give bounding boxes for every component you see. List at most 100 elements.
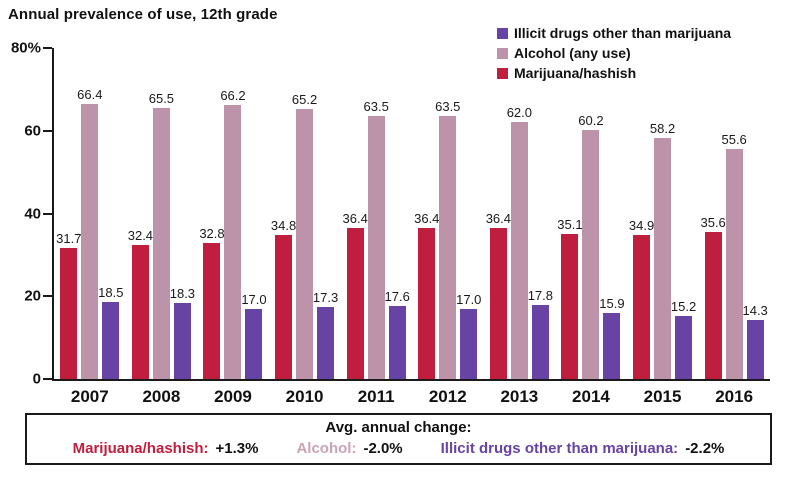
bar-illicit-drugs-other-than-marijuana: 14.3 <box>742 303 768 379</box>
bar-marijuana-hashish: 36.4 <box>343 211 368 379</box>
bar-illicit-drugs-other-than-marijuana: 18.5 <box>98 285 123 379</box>
bar-value-label: 32.4 <box>127 227 154 243</box>
y-tick-label: 40 <box>24 205 41 222</box>
bar-alcohol-any-use: 58.2 <box>650 121 675 379</box>
avg-change-illicit-drugs-other-than-marijuana: Illicit drugs other than marijuana: -2.2% <box>441 440 725 457</box>
bar-value-label: 17.6 <box>384 289 410 305</box>
bar-group-2010: 34.8 65.2 17.3 2010 <box>271 48 338 406</box>
x-axis-label: 2016 <box>715 387 754 406</box>
legend-label: Alcohol (any use) <box>514 45 631 61</box>
avg-change-marijuana-hashish: Marijuana/hashish: +1.3% <box>73 440 259 457</box>
bar-value-label: 60.2 <box>578 112 604 128</box>
y-tick-mark <box>43 378 52 380</box>
legend-item-marijuana-hashish: Marijuana/hashish <box>497 64 731 82</box>
legend-swatch-marijuana-hashish <box>497 67 508 79</box>
bar-group-2013: 36.4 62.0 17.8 2013 <box>486 48 553 406</box>
y-tick-mark <box>43 129 52 132</box>
chart-title: Annual prevalence of use, 12th grade <box>8 6 278 23</box>
bar-value-label: 18.5 <box>98 285 124 301</box>
bar-value-label: 36.4 <box>485 211 512 227</box>
bar-illicit-drugs-other-than-marijuana: 17.0 <box>456 292 481 379</box>
x-axis-label: 2014 <box>572 387 610 406</box>
plot-area: 31.7 66.4 18.5 2007 32.4 65.5 18.3 2008 32.8 66.2… <box>11 40 770 406</box>
y-tick-mark <box>43 47 52 49</box>
avg-annual-change-box: Avg. annual change: Marijuana/hashish: +1… <box>25 413 772 465</box>
bar-value-label: 58.2 <box>649 121 676 137</box>
bar-value-label: 15.2 <box>670 299 697 315</box>
bar-alcohol-any-use: 60.2 <box>578 113 604 379</box>
y-tick-mark <box>43 212 52 215</box>
bar-marijuana-hashish: 36.4 <box>414 211 439 379</box>
bar-value-label: 32.8 <box>199 226 225 242</box>
bar-group-2015: 34.9 58.2 15.2 2015 <box>629 48 696 406</box>
y-tick-mark <box>43 295 52 298</box>
bar-illicit-drugs-other-than-marijuana: 15.9 <box>599 296 625 379</box>
bar-group-2009: 32.8 66.2 17.0 2009 <box>199 48 267 406</box>
legend-swatch-illicit-drugs-other-than-marijuana <box>497 27 508 39</box>
bar-illicit-drugs-other-than-marijuana: 15.2 <box>671 299 696 379</box>
bar-alcohol-any-use: 62.0 <box>507 105 532 379</box>
bar-value-label: 63.5 <box>435 99 461 115</box>
bar-value-label: 17.8 <box>527 288 554 304</box>
bar-illicit-drugs-other-than-marijuana: 17.0 <box>241 292 267 379</box>
bar-illicit-drugs-other-than-marijuana: 17.3 <box>313 290 338 379</box>
avg-change-value: -2.0% <box>363 440 403 457</box>
bar-illicit-drugs-other-than-marijuana: 18.3 <box>170 286 195 379</box>
bar-marijuana-hashish: 35.6 <box>700 215 726 379</box>
bar-group-2014: 35.1 60.2 15.9 2014 <box>557 48 625 406</box>
legend-item-illicit-drugs-other-than-marijuana: Illicit drugs other than marijuana <box>497 24 731 42</box>
avg-change-label: Marijuana/hashish: <box>72 440 209 457</box>
bar-group-2016: 35.6 55.6 14.3 2016 <box>700 48 768 406</box>
bar-group-2007: 31.7 66.4 18.5 2007 <box>56 48 123 406</box>
bar-value-label: 15.9 <box>599 296 625 312</box>
bar-value-label: 65.5 <box>148 91 175 106</box>
bar-groups: 31.7 66.4 18.5 2007 32.4 65.5 18.3 2008 32.8 66.2… <box>54 48 770 406</box>
avg-change-label: Illicit drugs other than marijuana: <box>440 440 679 457</box>
avg-change-value: +1.3% <box>215 440 259 457</box>
legend-item-alcohol-any-use: Alcohol (any use) <box>497 44 731 62</box>
footer-stats-row: Marijuana/hashish: +1.3% Alcohol: -2.0% Illi… <box>27 440 770 457</box>
footer-title: Avg. annual change: <box>325 419 472 436</box>
bar-marijuana-hashish: 34.9 <box>629 218 654 379</box>
bar-group-2008: 32.4 65.5 18.3 2008 <box>128 48 195 406</box>
x-axis-label: 2007 <box>70 387 109 406</box>
bar-value-label: 18.3 <box>169 286 196 302</box>
bar-illicit-drugs-other-than-marijuana: 17.8 <box>528 288 553 379</box>
y-tick-label: 80% <box>10 39 41 57</box>
bar-value-label: 66.4 <box>77 87 103 103</box>
legend: Illicit drugs other than marijuana Alcoho… <box>497 24 731 82</box>
x-axis-label: 2011 <box>357 387 395 406</box>
bar-value-label: 62.0 <box>506 105 533 121</box>
avg-change-alcohol: Alcohol: -2.0% <box>296 440 402 457</box>
bar-value-label: 31.7 <box>56 230 82 246</box>
bar-value-label: 63.5 <box>363 99 389 115</box>
bar-marijuana-hashish: 34.8 <box>271 218 296 379</box>
bar-value-label: 17.0 <box>241 291 267 307</box>
x-axis-label: 2010 <box>285 387 324 406</box>
bar-alcohol-any-use: 55.6 <box>721 132 747 379</box>
avg-change-label: Alcohol: <box>296 440 357 457</box>
bar-value-label: 17.0 <box>456 291 482 307</box>
bar-marijuana-hashish: 36.4 <box>486 211 511 379</box>
bar-value-label: 35.1 <box>557 216 583 232</box>
x-axis-label: 2013 <box>500 387 539 406</box>
y-tick-label: 0 <box>32 370 41 388</box>
bar-value-label: 17.3 <box>312 290 339 306</box>
x-axis-label: 2008 <box>142 387 181 406</box>
bar-marijuana-hashish: 32.4 <box>128 228 153 379</box>
bar-marijuana-hashish: 35.1 <box>557 217 583 379</box>
bar-value-label: 36.4 <box>414 211 440 227</box>
bar-value-label: 34.9 <box>628 217 655 233</box>
legend-label: Illicit drugs other than marijuana <box>514 25 732 41</box>
legend-label: Marijuana/hashish <box>514 65 637 81</box>
x-axis-label: 2015 <box>643 387 682 406</box>
bar-value-label: 14.3 <box>742 302 768 318</box>
bar-group-2011: 36.4 63.5 17.6 2011 <box>343 48 410 406</box>
x-axis-label: 2009 <box>214 387 252 406</box>
bar-group-2012: 36.4 63.5 17.0 2012 <box>414 48 481 406</box>
y-tick-label: 20 <box>24 287 41 305</box>
bar-value-label: 35.6 <box>700 214 726 230</box>
bar-value-label: 66.2 <box>220 88 246 104</box>
bar-marijuana-hashish: 32.8 <box>199 226 225 379</box>
bar-alcohol-any-use: 65.5 <box>149 91 174 379</box>
